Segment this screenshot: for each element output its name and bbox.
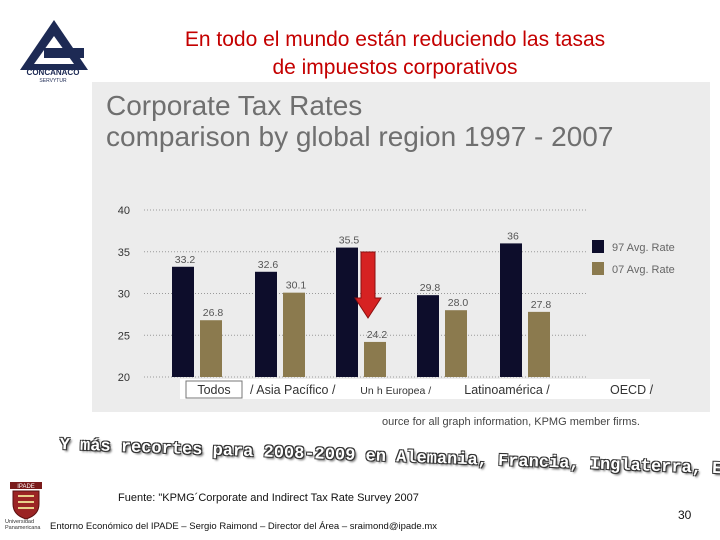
slide-title-line-2: de impuestos corporativos — [272, 56, 518, 79]
y-tick-label: 25 — [118, 330, 130, 342]
slide-title: En todo el mundo están reduciendo las ta… — [130, 26, 660, 82]
category-label: h Europea / — [377, 385, 431, 397]
data-label: 28.0 — [448, 297, 469, 309]
y-tick-label: 40 — [118, 205, 130, 217]
data-label: 33.2 — [175, 254, 196, 266]
bar-07-0 — [200, 320, 222, 377]
y-tick-label: 30 — [118, 289, 130, 301]
source-citation: Fuente: "KPMG´Corporate and Indirect Tax… — [118, 492, 419, 504]
category-label: / Asia Pacífico / — [250, 383, 336, 397]
logo-name: CONCANACO — [26, 68, 80, 77]
data-label: 30.1 — [286, 280, 307, 292]
chart-panel — [92, 82, 710, 412]
bar-97-0 — [172, 266, 194, 377]
concanaco-logo — [20, 20, 88, 70]
legend-label: 07 Avg. Rate — [612, 264, 675, 276]
university-line-2: Panamericana — [5, 525, 41, 531]
bar-07-3 — [445, 310, 467, 377]
legend-swatch — [592, 262, 604, 275]
bar-07-4 — [528, 311, 550, 377]
bar-97-3 — [417, 295, 439, 377]
crest-label: IPADE — [17, 484, 35, 490]
legend-label: 97 Avg. Rate — [612, 242, 675, 254]
category-label: Todos — [197, 383, 230, 397]
data-label: 35.5 — [339, 235, 360, 247]
category-axis-band — [180, 379, 650, 399]
bar-97-1 — [255, 271, 277, 377]
chart-heading-line-2: comparison by global region 1997 - 2007 — [106, 121, 614, 152]
data-label: 27.8 — [531, 299, 552, 311]
y-tick-label: 35 — [118, 247, 130, 259]
data-label: 24.2 — [367, 329, 388, 341]
data-label: 26.8 — [203, 307, 224, 319]
category-label: OECD / — [610, 383, 654, 397]
category-label: Un — [360, 385, 374, 397]
bar-97-4 — [500, 243, 522, 377]
category-box — [185, 380, 243, 399]
bar-chart: 40 35 30 25 20 33.2 32.6 35.5 29.8 36 26.8 30.1 24.2… — [118, 205, 675, 399]
page-number: 30 — [678, 508, 692, 522]
slide-title-line-1: En todo el mundo están reduciendo las ta… — [184, 28, 606, 51]
data-label: 36 — [507, 230, 519, 242]
university-label: Universidad Panamericana — [5, 519, 40, 531]
category-label: Latinoamérica / — [464, 383, 550, 397]
footer-text: Entorno Económico del IPADE – Sergio Rai… — [50, 521, 438, 532]
cuts-banner: Y más recortes para 2008-2009 en Alemani… — [59, 436, 720, 485]
source-note: ource for all graph information, KPMG me… — [382, 416, 640, 428]
y-tick-label: 20 — [118, 372, 130, 384]
bar-97-2 — [336, 247, 358, 377]
bar-07-2 — [364, 341, 386, 377]
logo-text: CONCANACO SERVYTUR — [8, 68, 98, 86]
university-line-1: Universidad — [5, 519, 35, 525]
data-label: 32.6 — [258, 259, 279, 271]
logo-subname: SERVYTUR — [39, 78, 67, 84]
chart-heading-line-1: Corporate Tax Rates — [106, 90, 363, 121]
data-label: 29.8 — [420, 282, 441, 294]
ipade-crest-icon: IPADE — [10, 482, 42, 520]
chart-heading: Corporate Tax Rates comparison by global… — [106, 90, 666, 152]
legend-swatch — [592, 240, 604, 253]
bar-07-1 — [283, 292, 305, 377]
down-arrow-icon — [354, 251, 382, 319]
